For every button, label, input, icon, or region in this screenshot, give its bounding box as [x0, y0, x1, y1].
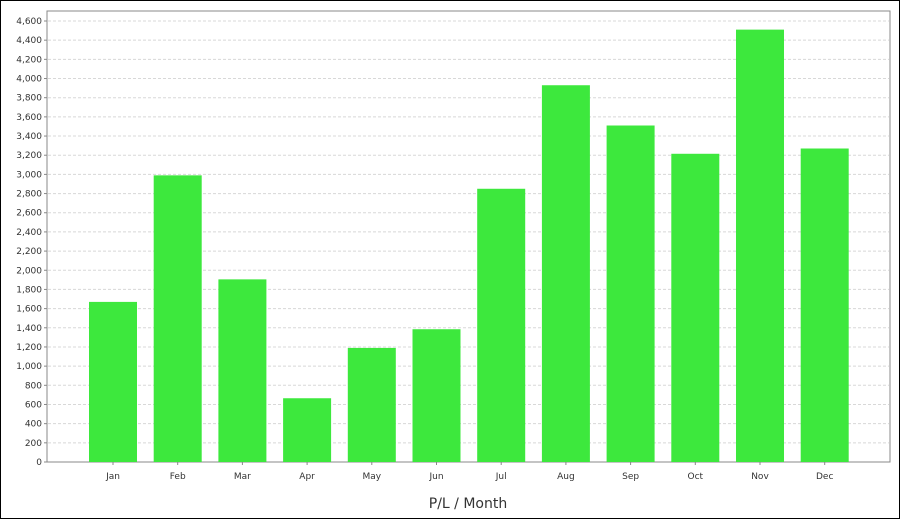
y-tick-label: 400 [25, 420, 42, 430]
y-tick-label: 3,600 [16, 113, 42, 123]
x-tick-label: Apr [299, 472, 315, 482]
x-tick-label: May [362, 472, 381, 482]
y-tick-label: 4,200 [16, 55, 42, 65]
bar-may [347, 347, 396, 462]
y-tick-label: 4,600 [16, 17, 42, 27]
x-tick-label: Jul [495, 472, 507, 482]
bar-nov [736, 29, 784, 462]
y-tick-label: 3,400 [16, 132, 42, 142]
y-tick-label: 3,200 [16, 151, 42, 161]
y-tick-label: 2,400 [16, 228, 42, 238]
x-axis-title: P/L / Month [429, 496, 507, 512]
x-tick-label: Jan [105, 472, 120, 482]
y-tick-label: 2,800 [16, 190, 42, 200]
y-tick-label: 800 [25, 381, 42, 391]
x-tick-label: Feb [170, 472, 186, 482]
bar-oct [671, 153, 720, 462]
y-axis-ticks: 0 200 400 600 800 1,000 1,200 1,400 1,600 1,800 2,… [16, 17, 47, 468]
y-tick-label: 4,000 [16, 75, 42, 85]
y-tick-label: 2,200 [16, 247, 42, 257]
bars [89, 29, 849, 463]
x-tick-label: Mar [234, 472, 251, 482]
bar-mar [218, 279, 267, 462]
x-tick-label: Oct [688, 472, 704, 482]
x-tick-label: Sep [622, 472, 639, 482]
y-tick-label: 0 [36, 458, 42, 468]
bar-jul [477, 188, 526, 463]
y-tick-label: 1,400 [16, 324, 42, 334]
y-tick-label: 1,600 [16, 305, 42, 315]
bar-jun [412, 329, 461, 462]
bar-dec [800, 148, 849, 462]
y-tick-label: 3,800 [16, 94, 42, 104]
y-tick-label: 3,000 [16, 170, 42, 180]
bar-sep [606, 125, 655, 462]
y-tick-label: 2,000 [16, 266, 42, 276]
x-tick-label: Dec [816, 472, 833, 482]
y-tick-label: 1,800 [16, 285, 42, 295]
x-tick-label: Nov [751, 472, 769, 482]
x-tick-label: Aug [557, 472, 575, 482]
bar-jan [89, 301, 137, 462]
y-tick-label: 4,400 [16, 36, 42, 46]
y-tick-label: 600 [25, 400, 42, 410]
y-tick-label: 1,000 [16, 362, 42, 372]
bar-apr [283, 398, 332, 462]
bar-feb [153, 175, 202, 462]
x-axis-ticks: Jan Feb Mar Apr May Jun Jul Aug Sep Oct Nov Dec [105, 462, 833, 482]
bar-aug [541, 85, 590, 462]
y-tick-label: 1,200 [16, 343, 42, 353]
y-tick-label: 200 [25, 439, 42, 449]
y-tick-label: 2,600 [16, 209, 42, 219]
x-tick-label: Jun [428, 472, 443, 482]
